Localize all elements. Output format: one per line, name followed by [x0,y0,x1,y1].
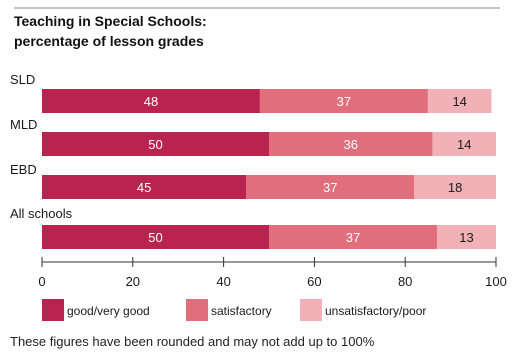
data-label: 48 [144,94,158,109]
bar-segment [414,175,496,199]
legend: good/very good satisfactory unsatisfactory… [42,299,426,321]
data-label: 50 [148,137,162,152]
data-label: 36 [343,137,357,152]
bar-segment [259,89,428,113]
legend-label: satisfactory [211,304,272,318]
bar-segment [42,132,269,156]
data-label: 37 [323,180,337,195]
chart-title-line-1: Teaching in Special Schools: [14,13,207,29]
legend-swatch [300,299,322,321]
data-label: 13 [459,230,473,245]
category-label: EBD [10,162,37,177]
data-label: 14 [452,94,466,109]
x-axis: 0 20 40 60 80 100 [38,257,507,289]
legend-label: unsatisfactory/poor [325,304,426,318]
bar-segment [246,175,415,199]
category-label: SLD [10,72,35,87]
bar-segment [42,89,260,113]
footnote: These figures have been rounded and may … [10,334,375,349]
bar-segment [42,225,269,249]
data-label: 50 [148,230,162,245]
legend-swatch [186,299,208,321]
data-label: 45 [137,180,151,195]
x-tick-label: 40 [216,274,230,289]
x-tick-label: 100 [485,274,507,289]
data-label: 14 [457,137,471,152]
bar-segment [269,225,437,249]
data-label: 37 [346,230,360,245]
chart-title-line-2: percentage of lesson grades [14,33,204,49]
category-label: MLD [10,117,37,132]
x-tick-label: 0 [38,274,45,289]
category-label: All schools [10,206,73,221]
bar-segment [427,89,492,113]
x-tick-label: 60 [307,274,321,289]
bar-segment [42,175,247,199]
legend-label: good/very good [67,304,150,318]
bar-segment [436,225,496,249]
data-label: 18 [448,180,462,195]
data-label: 37 [337,94,351,109]
bar-segment [269,132,433,156]
legend-swatch [42,299,64,321]
bar-segment [432,132,496,156]
x-tick-label: 20 [126,274,140,289]
x-tick-label: 80 [398,274,412,289]
